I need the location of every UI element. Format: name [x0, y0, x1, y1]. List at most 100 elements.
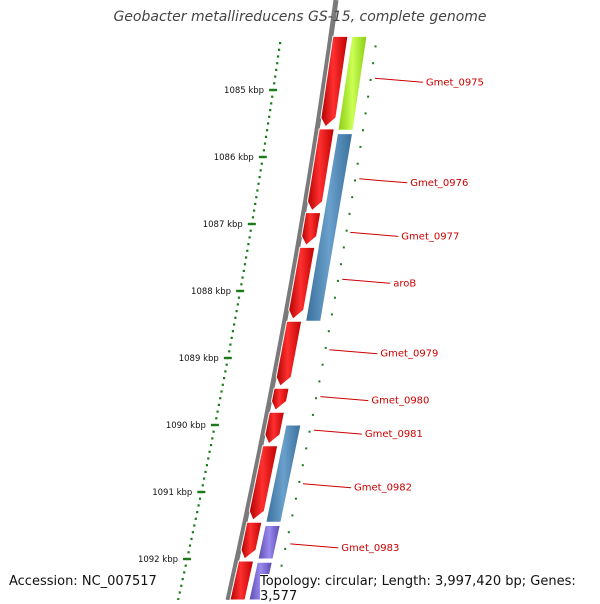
minor-tick: [359, 145, 362, 148]
forward-gene[interactable]: [248, 445, 279, 521]
minor-tick: [201, 484, 204, 487]
minor-tick: [219, 397, 222, 400]
tick-label: 1085 kbp: [224, 86, 264, 96]
forward-gene[interactable]: [306, 128, 335, 212]
tick-label: 1088 kbp: [191, 287, 231, 297]
minor-tick: [248, 236, 251, 239]
minor-tick: [243, 263, 247, 266]
minor-tick: [194, 517, 197, 520]
minor-tick: [315, 397, 318, 400]
minor-tick: [278, 48, 281, 51]
minor-tick: [259, 169, 262, 172]
forward-gene[interactable]: [229, 560, 255, 600]
minor-tick: [354, 179, 356, 182]
minor-tick: [268, 115, 271, 118]
minor-tick: [318, 380, 321, 383]
minor-tick: [193, 524, 196, 527]
minor-tick: [181, 578, 184, 581]
accession-text: Accession: NC_007517: [9, 574, 157, 589]
minor-tick: [263, 142, 267, 145]
minor-tick: [279, 42, 282, 45]
tick-label: 1090 kbp: [166, 421, 206, 431]
gene-label[interactable]: Gmet_0980: [371, 396, 429, 407]
reverse-gene[interactable]: [337, 35, 368, 131]
minor-tick: [364, 112, 367, 115]
minor-tick: [178, 591, 181, 594]
minor-tick: [223, 377, 226, 380]
forward-gene[interactable]: [275, 320, 303, 387]
minor-tick: [362, 129, 364, 132]
minor-tick: [198, 497, 202, 500]
minor-tick: [260, 162, 263, 165]
minor-tick: [321, 363, 324, 366]
reverse-strand-genes: [248, 35, 368, 600]
minor-tick: [311, 413, 314, 416]
minor-tick: [221, 383, 224, 386]
minor-tick: [242, 269, 245, 272]
gene-label[interactable]: Gmet_0983: [341, 543, 399, 554]
label-leader: [320, 396, 369, 402]
minor-tick: [203, 477, 206, 480]
minor-tick: [287, 531, 290, 534]
minor-tick: [301, 464, 304, 467]
minor-tick: [237, 296, 241, 299]
kbp-axis: 1085 kbp 1086 kbp 1087 kbp 1088 kbp 1089 kbp…: [138, 86, 278, 565]
minor-tick: [369, 78, 372, 81]
minor-tick: [274, 75, 277, 78]
minor-tick: [211, 437, 214, 440]
minor-tick: [234, 316, 237, 319]
minor-tick: [256, 189, 259, 192]
forward-gene[interactable]: [288, 246, 316, 320]
genome-backbone: [225, 0, 339, 600]
minor-tick: [225, 363, 228, 366]
minor-tick: [209, 444, 213, 447]
minor-tick: [231, 330, 234, 333]
minor-tick: [262, 149, 265, 152]
forward-gene[interactable]: [264, 411, 286, 445]
reverse-gene[interactable]: [257, 525, 281, 560]
forward-gene[interactable]: [301, 212, 322, 247]
minor-tick: [267, 122, 270, 125]
minor-tick: [188, 544, 192, 547]
minor-tick: [342, 246, 345, 249]
minor-tick: [212, 430, 215, 433]
minor-tick: [266, 129, 269, 132]
forward-gene[interactable]: [320, 35, 349, 128]
minor-tick: [348, 212, 351, 215]
minor-tick: [220, 390, 223, 393]
minor-tick: [196, 511, 199, 514]
gene-label[interactable]: Gmet_0981: [365, 429, 423, 440]
gene-label[interactable]: aroB: [393, 278, 416, 289]
forward-strand-genes: [229, 35, 349, 600]
gene-label[interactable]: Gmet_0976: [410, 178, 468, 189]
forward-gene[interactable]: [270, 387, 290, 412]
minor-tick: [351, 196, 354, 199]
minor-tick: [208, 450, 211, 453]
minor-tick: [177, 598, 180, 600]
minor-tick: [190, 537, 193, 540]
reverse-gene[interactable]: [265, 424, 302, 523]
gene-label[interactable]: Gmet_0979: [380, 349, 438, 360]
gene-label[interactable]: Gmet_0977: [401, 231, 459, 242]
minor-tick: [245, 256, 248, 259]
minor-tick: [233, 323, 236, 326]
minor-tick: [339, 263, 342, 266]
minor-tick: [180, 584, 183, 587]
minor-tick: [254, 202, 257, 205]
gene-label[interactable]: Gmet_0975: [426, 77, 484, 88]
reverse-gene[interactable]: [305, 133, 354, 322]
forward-gene[interactable]: [240, 521, 263, 560]
tick-label: 1086 kbp: [214, 153, 254, 163]
minor-tick: [216, 410, 219, 413]
gene-label[interactable]: Gmet_0982: [354, 483, 412, 494]
label-leader: [359, 178, 408, 184]
minor-tick: [324, 346, 327, 349]
minor-tick: [207, 457, 210, 460]
minor-tick: [241, 276, 244, 279]
minor-tick: [251, 216, 255, 219]
minor-tick: [240, 283, 243, 286]
minor-tick: [235, 310, 238, 313]
gene-labels: Gmet_0975 Gmet_0976 Gmet_0977 aroB Gmet_0979…: [290, 77, 484, 554]
minor-tick: [374, 45, 377, 48]
